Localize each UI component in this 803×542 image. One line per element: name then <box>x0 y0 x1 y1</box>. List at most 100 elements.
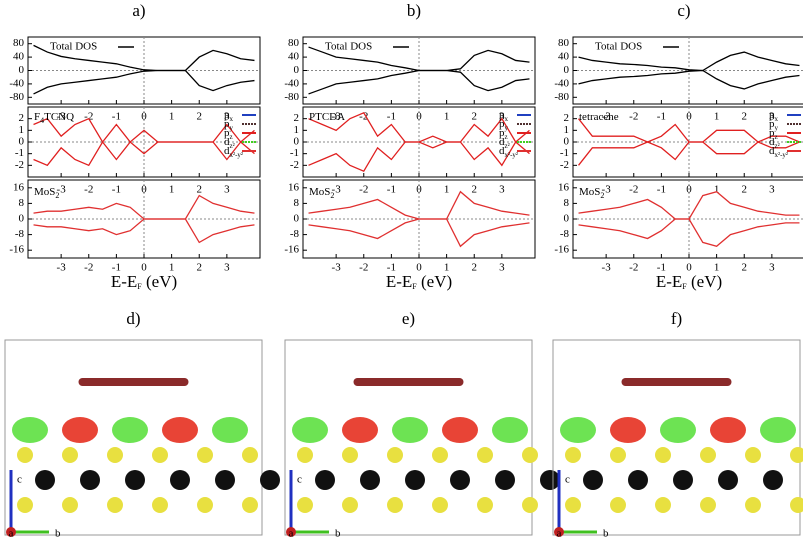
legend-base: p <box>499 118 505 130</box>
x-tick-label: 2 <box>196 262 202 274</box>
x-tick-label: -1 <box>112 184 121 196</box>
panel-label: b) <box>407 1 421 20</box>
moly-atom <box>763 470 783 490</box>
legend-base: p <box>224 118 230 130</box>
axis-letter: a <box>289 528 294 540</box>
total-dos-up <box>578 51 800 72</box>
x-axis-label-part: F <box>682 282 687 291</box>
mos2-label-part: MoS <box>34 186 55 198</box>
charge-isosurface <box>760 417 796 443</box>
legend-base: d <box>499 145 505 157</box>
axis-letter: b <box>603 528 609 540</box>
moly-atom <box>315 470 335 490</box>
axis-origin <box>286 527 296 537</box>
x-tick-label: -1 <box>657 184 666 196</box>
y-tick-label: 0 <box>294 213 300 225</box>
sulfur-atom <box>477 497 493 513</box>
x-tick-label: 0 <box>416 184 422 196</box>
molecule-label: F4TCNQ <box>34 111 74 126</box>
x-tick-label: 0 <box>686 184 692 196</box>
x-tick-label: 2 <box>471 111 477 123</box>
charge-isosurface <box>112 417 148 443</box>
x-tick-label: 0 <box>686 111 692 123</box>
total-dos-down <box>33 69 255 95</box>
charge-isosurface <box>660 417 696 443</box>
x-tick-label: 1 <box>444 262 450 274</box>
legend-label: dz² <box>769 136 780 150</box>
x-tick-label: -1 <box>387 262 396 274</box>
molecule-label-part: 4 <box>40 116 44 125</box>
mos2-label: MoS2 <box>34 186 59 201</box>
x-tick-label: 2 <box>471 262 477 274</box>
charge-isosurface <box>560 417 596 443</box>
sulfur-atom <box>152 447 168 463</box>
x-axis-label-part: (eV) <box>142 272 177 291</box>
legend-sub: z² <box>230 142 235 150</box>
sulfur-atom <box>477 447 493 463</box>
x-tick-label: 1 <box>714 184 720 196</box>
moly-atom <box>80 470 100 490</box>
legend-base: d <box>224 136 230 148</box>
moly-atom <box>125 470 145 490</box>
x-tick-label: 1 <box>169 111 175 123</box>
y-tick-label: 1 <box>294 124 300 136</box>
y-tick-label: 0 <box>564 136 570 148</box>
mos2-label-part: MoS <box>309 186 330 198</box>
y-tick-label: 40 <box>288 51 300 63</box>
legend-label: dz² <box>224 136 235 150</box>
legend-base: p <box>769 118 775 130</box>
sulfur-atom <box>297 497 313 513</box>
moly-atom <box>583 470 603 490</box>
sulfur-atom <box>655 447 671 463</box>
moly-atom <box>718 470 738 490</box>
legend-label: dx²-y² <box>499 145 518 159</box>
panel-label: e) <box>402 309 415 328</box>
sulfur-atom <box>152 497 168 513</box>
cell-frame <box>4 339 263 536</box>
molecule-label-part: tetracene <box>579 111 619 123</box>
y-tick-label: 2 <box>294 112 300 124</box>
x-axis-label: E-EF (eV) <box>386 272 452 291</box>
molecule-pz-down <box>308 141 530 172</box>
molecule-pz-down <box>578 141 800 166</box>
legend-sub: x²-y² <box>775 151 789 159</box>
y-tick-label: 1 <box>19 124 25 136</box>
legend-sub: z <box>505 133 508 141</box>
mos2-dos-down <box>578 218 800 248</box>
x-axis-label-part: F <box>412 282 417 291</box>
legend-label: dx²-y² <box>769 145 788 159</box>
legend-base: d <box>769 136 775 148</box>
y-tick-label: 2 <box>19 112 25 124</box>
legend-sub: x²-y² <box>505 151 519 159</box>
x-tick-label: 2 <box>471 184 477 196</box>
sulfur-atom <box>700 447 716 463</box>
axis-origin <box>554 527 564 537</box>
y-tick-label: -1 <box>560 147 569 159</box>
legend-sub: z <box>230 133 233 141</box>
legend-base: p <box>224 109 230 121</box>
y-tick-label: 80 <box>13 37 25 49</box>
molecule <box>621 378 732 386</box>
mos2-label-part: MoS <box>579 186 600 198</box>
y-tick-label: -16 <box>284 244 299 256</box>
total-dos-up <box>33 44 255 72</box>
sulfur-atom <box>62 447 78 463</box>
x-tick-label: 0 <box>141 262 147 274</box>
legend-base: d <box>499 136 505 148</box>
sulfur-atom <box>610 497 626 513</box>
sulfur-atom <box>197 447 213 463</box>
x-tick-label: -3 <box>602 262 612 274</box>
legend-sub: z² <box>505 142 510 150</box>
charge-isosurface <box>292 417 328 443</box>
x-tick-label: -2 <box>84 111 93 123</box>
panel-label: d) <box>126 309 140 328</box>
sulfur-atom <box>565 497 581 513</box>
cell-frame <box>552 339 801 536</box>
x-tick-label: 3 <box>224 184 230 196</box>
axis-letter: b <box>55 528 61 540</box>
y-tick-label: 0 <box>19 64 25 76</box>
axis-letter: c <box>297 474 302 486</box>
x-axis-label-part: (eV) <box>417 272 452 291</box>
y-tick-label: 0 <box>294 64 300 76</box>
